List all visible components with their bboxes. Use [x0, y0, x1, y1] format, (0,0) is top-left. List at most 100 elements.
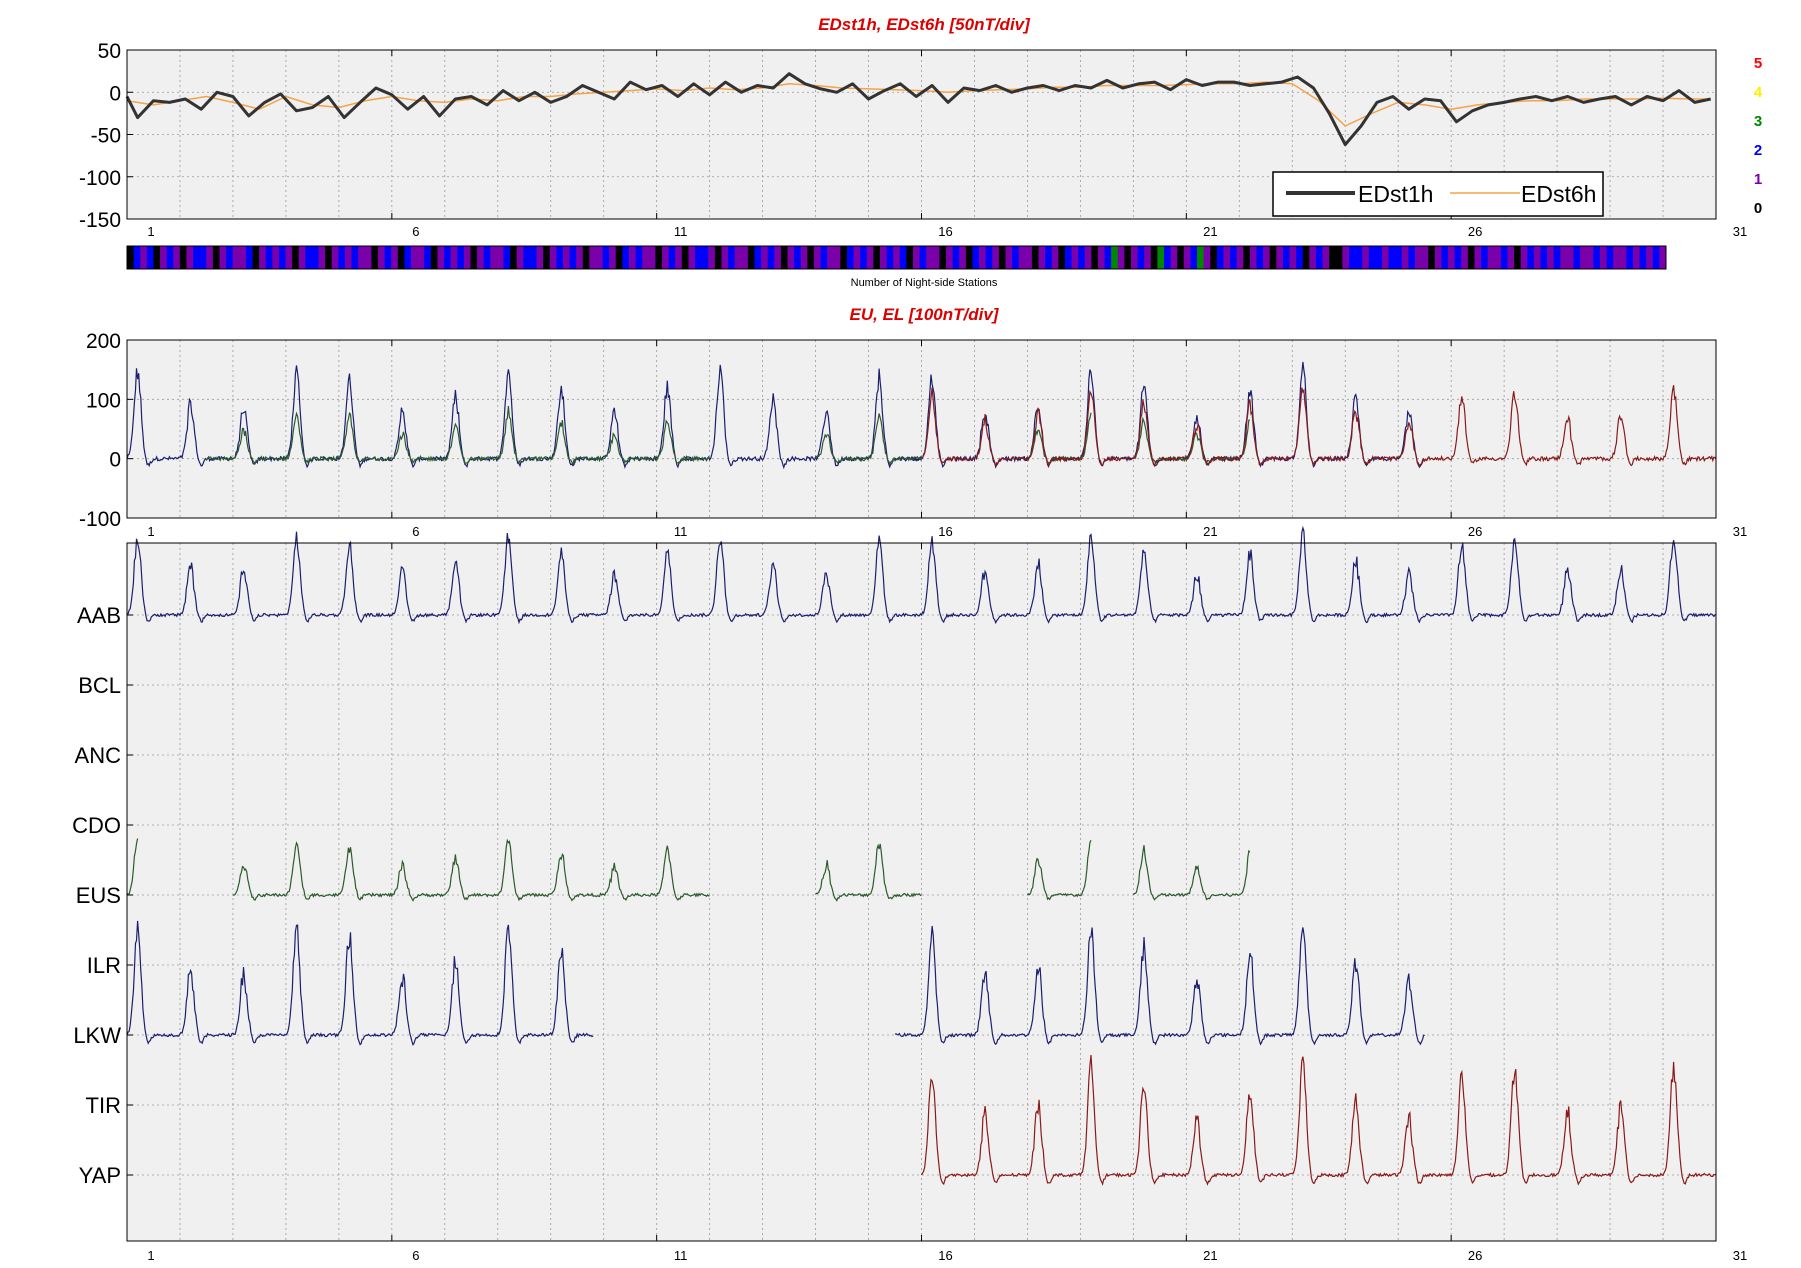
strip-cell [866, 246, 874, 269]
count-legend-5: 5 [1754, 55, 1762, 72]
strip-cell [734, 246, 742, 269]
strip-cell [556, 246, 564, 269]
strip-cell [424, 246, 432, 269]
strip-cell [318, 246, 326, 269]
strip-cell [232, 246, 240, 269]
strip-cell [576, 246, 584, 269]
strip-cell [1481, 246, 1489, 269]
strip-cell [437, 246, 445, 269]
strip-cell [1454, 246, 1462, 269]
night-side-stations-strip [126, 245, 1667, 270]
count-legend-3: 3 [1754, 113, 1762, 130]
strip-cell [728, 246, 736, 269]
strip-cell [259, 246, 267, 269]
strip-cell [965, 246, 973, 269]
strip-cell [1249, 246, 1257, 269]
strip-cell [708, 246, 716, 269]
strip-cell [1566, 246, 1575, 269]
station-trace-yap [920, 1054, 1717, 1187]
panel1-edst-plot: 500-50-100-150 1 6 11 16 21 26 31 [79, 40, 1747, 239]
station-trace-lkw [126, 920, 594, 1047]
strip-cell [1296, 246, 1304, 269]
strip-cell [1170, 246, 1178, 269]
strip-cell [265, 246, 273, 269]
strip-cell [417, 246, 425, 269]
strip-cell [1467, 246, 1475, 269]
strip-cell [1236, 246, 1244, 269]
panel3-xtick-label: 1 [147, 1248, 154, 1263]
strip-cell [1058, 246, 1066, 269]
panel2-xtick-label: 6 [412, 524, 419, 539]
strip-cell [1137, 246, 1145, 269]
strip-cell [807, 246, 815, 269]
panel1-ytick-label: -100 [79, 167, 121, 190]
strip-cell [1652, 246, 1660, 269]
strip-cell [1289, 246, 1297, 269]
strip-cell [1375, 246, 1383, 269]
strip-cell [1540, 246, 1548, 269]
strip-cell [1599, 246, 1608, 269]
panel3-xtick-label: 26 [1468, 1248, 1482, 1263]
panel1-xtick-label: 1 [147, 224, 154, 239]
strip-cell [919, 246, 927, 269]
strip-cell [1263, 246, 1271, 269]
strip-cell [1282, 246, 1291, 269]
strip-cell [628, 246, 637, 269]
strip-cell [1395, 246, 1403, 269]
strip-cell [1051, 246, 1059, 269]
strip-cell [1130, 246, 1139, 269]
strip-cell [946, 246, 954, 269]
strip-cell [800, 246, 808, 269]
strip-cell [1315, 246, 1324, 269]
panel1-ytick-label: 50 [98, 40, 121, 63]
strip-cell [1533, 246, 1542, 269]
strip-cell [160, 246, 168, 269]
strip-cell [140, 246, 148, 269]
strip-cell [1144, 246, 1152, 269]
strip-cell [364, 246, 372, 269]
strip-cell [272, 246, 280, 269]
strip-cell [1104, 246, 1112, 269]
strip-cell [1150, 246, 1158, 269]
strip-cell [932, 246, 940, 269]
strip-cell [675, 246, 683, 269]
strip-cell [1256, 246, 1264, 269]
strip-cell [695, 246, 703, 269]
strip-cell [741, 246, 749, 269]
strip-cell [1553, 246, 1561, 269]
count-legend-0: 0 [1754, 200, 1762, 217]
panel3-xtick-label: 31 [1733, 1248, 1747, 1263]
strip-cell [543, 246, 551, 269]
strip-cell [199, 246, 207, 269]
panel2-title: EU, EL [100nT/div] [850, 305, 1000, 324]
strip-cell [1117, 246, 1125, 269]
strip-cell [860, 246, 868, 269]
strip-cell [212, 246, 220, 269]
strip-cell [1500, 246, 1508, 269]
strip-cell [562, 246, 571, 269]
strip-cell [1646, 246, 1654, 269]
strip-cell [602, 246, 610, 269]
strip-cell [985, 246, 993, 269]
station-label-cdo: CDO [72, 813, 121, 838]
panel2-ytick-label: 200 [86, 330, 121, 353]
strip-cell [893, 246, 901, 269]
strip-cell [490, 246, 498, 269]
strip-cell [1381, 246, 1390, 269]
strip-cell [1415, 246, 1423, 269]
strip-cell [239, 246, 247, 269]
strip-cell [959, 246, 967, 269]
station-trace-eus [815, 843, 922, 902]
strip-cell [1084, 246, 1092, 269]
panel1-xtick-label: 26 [1468, 224, 1482, 239]
strip-cell [1223, 246, 1231, 269]
count-legend-4: 4 [1754, 84, 1763, 101]
strip-cell [1091, 246, 1099, 269]
strip-cell [384, 246, 392, 269]
strip-cell [1514, 246, 1522, 269]
strip-cell [609, 246, 617, 269]
panel2-ytick-label: 0 [109, 449, 121, 472]
series-edst1h-line [125, 72, 1712, 147]
strip-cell [292, 246, 300, 269]
